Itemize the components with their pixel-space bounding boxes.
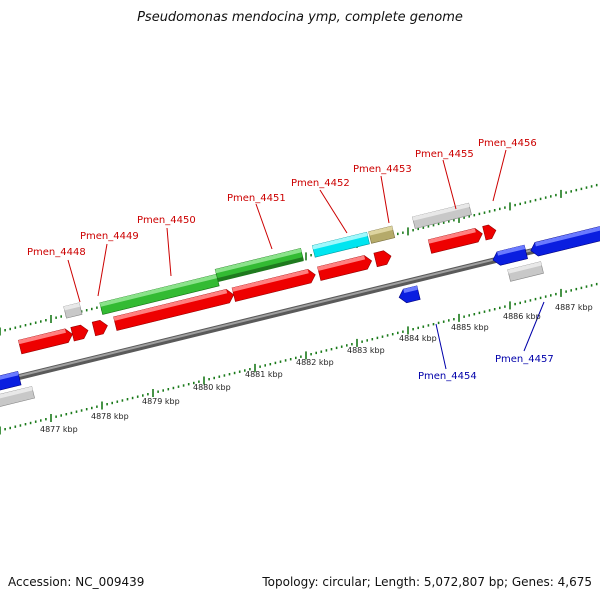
gene-blue-left[interactable]	[0, 370, 22, 395]
gene-pmen-4448[interactable]	[18, 327, 74, 355]
leader-lines	[67, 149, 545, 370]
gene-blue-right[interactable]	[529, 221, 600, 258]
gene-pmen-4455-red[interactable]	[427, 227, 484, 254]
kbp-label-4881: 4881 kbp	[245, 370, 283, 379]
tick-band-lower	[0, 282, 598, 435]
kbp-label-4882: 4882 kbp	[296, 358, 334, 367]
label-pmen-4452: Pmen_4452	[291, 178, 350, 189]
gene-pmen-4451[interactable]	[113, 288, 236, 331]
kbp-label-4883: 4883 kbp	[347, 346, 385, 355]
gene-pmen-4452-red[interactable]	[231, 268, 317, 302]
gene-pmen-4451-rrna[interactable]	[214, 248, 304, 283]
label-pmen-4453: Pmen_4453	[353, 164, 412, 175]
gene-pmen-4456-red[interactable]	[482, 224, 498, 241]
gene-pmen-4454[interactable]	[397, 285, 421, 304]
kbp-label-4886: 4886 kbp	[503, 312, 541, 321]
scale-labels: 4877 kbp 4878 kbp 4879 kbp 4880 kbp 4881…	[40, 303, 593, 434]
kbp-label-4879: 4879 kbp	[142, 397, 180, 406]
gene-gray-2[interactable]	[411, 202, 472, 229]
label-pmen-4456: Pmen_4456	[478, 138, 537, 149]
gene-track	[0, 202, 600, 408]
label-pmen-4448: Pmen_4448	[27, 247, 86, 258]
label-pmen-4455: Pmen_4455	[415, 149, 474, 160]
map-title: Pseudomonas mendocina ymp, complete geno…	[137, 10, 463, 25]
label-pmen-4449: Pmen_4449	[80, 231, 139, 242]
accession-text: Accession: NC_009439	[8, 575, 145, 589]
gene-pmen-4453-olive[interactable]	[368, 225, 396, 244]
label-pmen-4457: Pmen_4457	[495, 354, 554, 365]
gene-pmen-4457-blue[interactable]	[491, 244, 528, 267]
kbp-label-4877: 4877 kbp	[40, 425, 78, 434]
gene-pmen-4457-gray[interactable]	[507, 261, 544, 282]
gene-pmen-4452-cyan[interactable]	[311, 231, 370, 258]
genome-summary-text: Topology: circular; Length: 5,072,807 bp…	[262, 575, 592, 589]
kbp-label-4884: 4884 kbp	[399, 334, 437, 343]
gene-gray-left[interactable]	[0, 386, 35, 408]
kbp-label-4880: 4880 kbp	[193, 383, 231, 392]
kbp-label-4878: 4878 kbp	[91, 412, 129, 421]
kbp-label-4887: 4887 kbp	[555, 303, 593, 312]
label-pmen-4450: Pmen_4450	[137, 215, 196, 226]
gene-pmen-4453-red[interactable]	[317, 254, 374, 281]
gene-pmen-4449[interactable]	[70, 324, 90, 342]
gene-pmen-4450-red[interactable]	[91, 319, 109, 337]
upper-gene-labels: Pmen_4448 Pmen_4449 Pmen_4450 Pmen_4451 …	[27, 138, 537, 258]
gene-pmen-4453b-red[interactable]	[373, 249, 393, 268]
label-pmen-4451: Pmen_4451	[227, 193, 286, 204]
lower-gene-labels: Pmen_4454 Pmen_4457	[418, 354, 554, 382]
label-pmen-4454: Pmen_4454	[418, 371, 477, 382]
kbp-label-4885: 4885 kbp	[451, 323, 489, 332]
gene-gray-1[interactable]	[63, 302, 83, 319]
